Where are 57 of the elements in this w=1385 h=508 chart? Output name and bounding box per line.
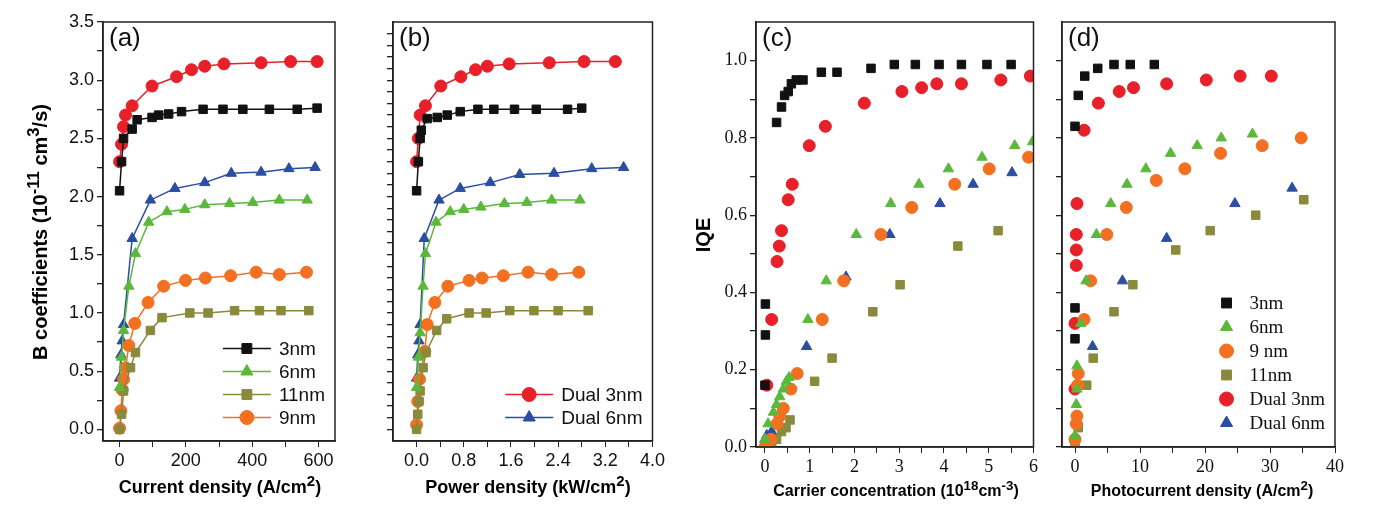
x-axis-title: Carrier concentration (10$^{18}$cm$^{-3}$) <box>773 478 1019 501</box>
annotation: (a) <box>109 22 141 53</box>
x-tick-label: 40 <box>1326 455 1344 476</box>
y-tick-label: 0.6 <box>724 203 747 224</box>
legend-label: 11nm <box>1249 363 1293 385</box>
y-tick-label: 2.0 <box>68 185 94 206</box>
x-tick-label: 200 <box>170 449 201 470</box>
x-tick-label: 0 <box>114 449 125 470</box>
x-tick-label: 3 <box>894 455 904 476</box>
legend-label: 9nm <box>278 406 316 428</box>
x-tick-label: 2 <box>849 455 859 476</box>
y-tick-label: 0.4 <box>724 281 747 302</box>
x-tick-label: 4.0 <box>639 449 665 470</box>
x-tick-label: 1.6 <box>498 449 524 470</box>
x-tick-label: 0.8 <box>451 449 477 470</box>
legend-label: 11nm <box>278 383 326 405</box>
x-tick-label: 5 <box>984 455 994 476</box>
y-tick-label: 0.0 <box>724 435 747 456</box>
x-tick-label: 20 <box>1196 455 1214 476</box>
x-tick-label: 30 <box>1261 455 1279 476</box>
y-tick-label: 3.0 <box>68 69 94 90</box>
legend-label: Dual 3nm <box>1249 387 1326 409</box>
y-tick-label: 2.5 <box>68 127 94 148</box>
y-tick-label: 0.0 <box>68 418 94 439</box>
y-tick-label: 0.8 <box>724 126 747 147</box>
x-tick-label: 4 <box>939 455 949 476</box>
legend-label: 6nm <box>1249 315 1284 337</box>
x-axis-title: Current density (A/cm$^{2}$) <box>118 472 322 498</box>
legend-label: Dual 6nm <box>561 406 643 428</box>
x-tick-label: 2.4 <box>545 449 571 470</box>
y-tick-label: 3.5 <box>68 10 94 31</box>
annotation: (b) <box>399 22 431 53</box>
x-tick-label: 10 <box>1131 455 1149 476</box>
x-tick-label: 3.2 <box>592 449 618 470</box>
annotation: (d) <box>1068 22 1100 53</box>
x-tick-label: 600 <box>303 449 334 470</box>
legend-label: Dual 3nm <box>561 383 643 405</box>
x-tick-label: 1 <box>805 455 815 476</box>
legend-label: 3nm <box>1249 291 1284 313</box>
legend-label: 3nm <box>278 337 316 359</box>
x-tick-label: 0 <box>760 455 770 476</box>
x-tick-label: 400 <box>237 449 268 470</box>
y-tick-label: 0.2 <box>724 358 747 379</box>
x-tick-label: 0.0 <box>404 449 430 470</box>
y-tick-label: 1.0 <box>68 301 94 322</box>
y-tick-label: 1.5 <box>68 243 94 264</box>
annotation: (c) <box>762 22 793 53</box>
x-axis-title: Photocurrent density (A/cm$^{2}$) <box>1090 478 1314 501</box>
legend-label: 9 nm <box>1249 339 1289 361</box>
legend-label: Dual 6nm <box>1249 411 1326 433</box>
legend-label: 6nm <box>278 360 316 382</box>
x-axis-title: Power density (kW/cm$^{2}$) <box>425 472 631 498</box>
y-tick-label: 1.0 <box>724 49 747 70</box>
x-tick-label: 0 <box>1070 455 1080 476</box>
y-tick-label: 0.5 <box>68 360 94 381</box>
y-axis-title: IQE <box>691 217 715 252</box>
x-tick-label: 6 <box>1029 455 1038 476</box>
